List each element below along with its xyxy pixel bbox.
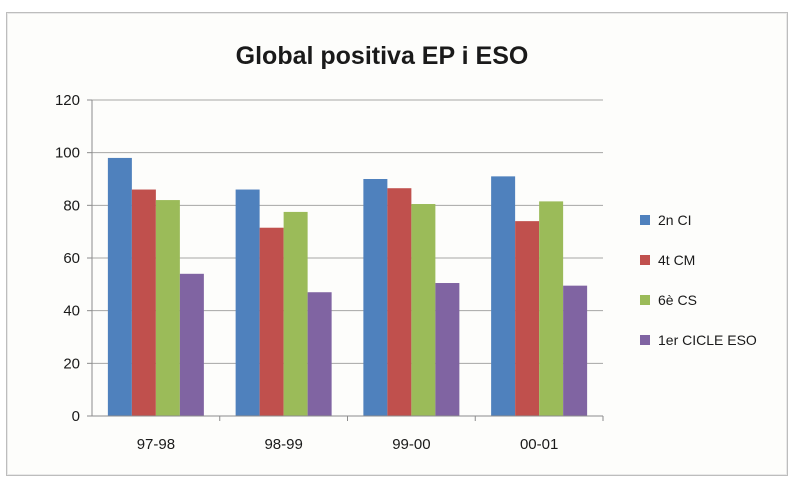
x-tick-label: 97-98 bbox=[137, 436, 175, 453]
bar-2n-ci-97-98 bbox=[107, 157, 132, 416]
bar-6-cs-97-98 bbox=[155, 200, 180, 416]
chart-title: Global positiva EP i ESO bbox=[236, 42, 529, 70]
bar-2n-ci-98-99 bbox=[235, 189, 260, 416]
y-axis: 0 20 40 60 80 100 120 bbox=[55, 92, 93, 425]
y-tick-label: 0 bbox=[72, 408, 80, 425]
bar-4t-cm-99-00 bbox=[387, 188, 412, 416]
bar-4t-cm-00-01 bbox=[515, 221, 540, 416]
legend-label: 6è CS bbox=[658, 292, 697, 308]
bar-1er-cicle-eso-99-00 bbox=[435, 283, 460, 416]
legend-swatch bbox=[640, 295, 650, 305]
y-tick-label: 60 bbox=[63, 250, 80, 267]
bar-1er-cicle-eso-00-01 bbox=[563, 285, 588, 416]
bar-2n-ci-99-00 bbox=[363, 179, 388, 416]
y-tick-label: 100 bbox=[55, 145, 80, 162]
bar-4t-cm-97-98 bbox=[131, 189, 156, 416]
bar-6-cs-99-00 bbox=[411, 204, 436, 416]
legend-label: 4t CM bbox=[658, 252, 695, 268]
legend-swatch bbox=[640, 255, 650, 265]
y-tick-label: 40 bbox=[63, 303, 80, 320]
bars bbox=[107, 157, 588, 416]
legend-swatch bbox=[640, 215, 650, 225]
y-tick-label: 80 bbox=[63, 197, 80, 214]
bar-1er-cicle-eso-98-99 bbox=[307, 292, 332, 416]
legend-label: 2n CI bbox=[658, 212, 691, 228]
bar-6-cs-98-99 bbox=[283, 211, 308, 416]
legend-swatch bbox=[640, 335, 650, 345]
x-axis: 97-98 98-99 99-00 00-01 bbox=[92, 415, 604, 453]
legend: 2n CI 4t CM 6è CS 1er CICLE ESO bbox=[640, 212, 757, 348]
x-tick-label: 98-99 bbox=[264, 436, 302, 453]
y-tick-label: 20 bbox=[63, 355, 80, 372]
bar-6-cs-00-01 bbox=[539, 201, 564, 416]
legend-label: 1er CICLE ESO bbox=[658, 332, 757, 348]
y-tick-label: 120 bbox=[55, 92, 80, 109]
bar-1er-cicle-eso-97-98 bbox=[179, 273, 204, 416]
bar-2n-ci-00-01 bbox=[491, 176, 516, 416]
x-tick-label: 99-00 bbox=[392, 436, 430, 453]
bar-4t-cm-98-99 bbox=[259, 227, 284, 416]
x-tick-label: 00-01 bbox=[520, 436, 558, 453]
